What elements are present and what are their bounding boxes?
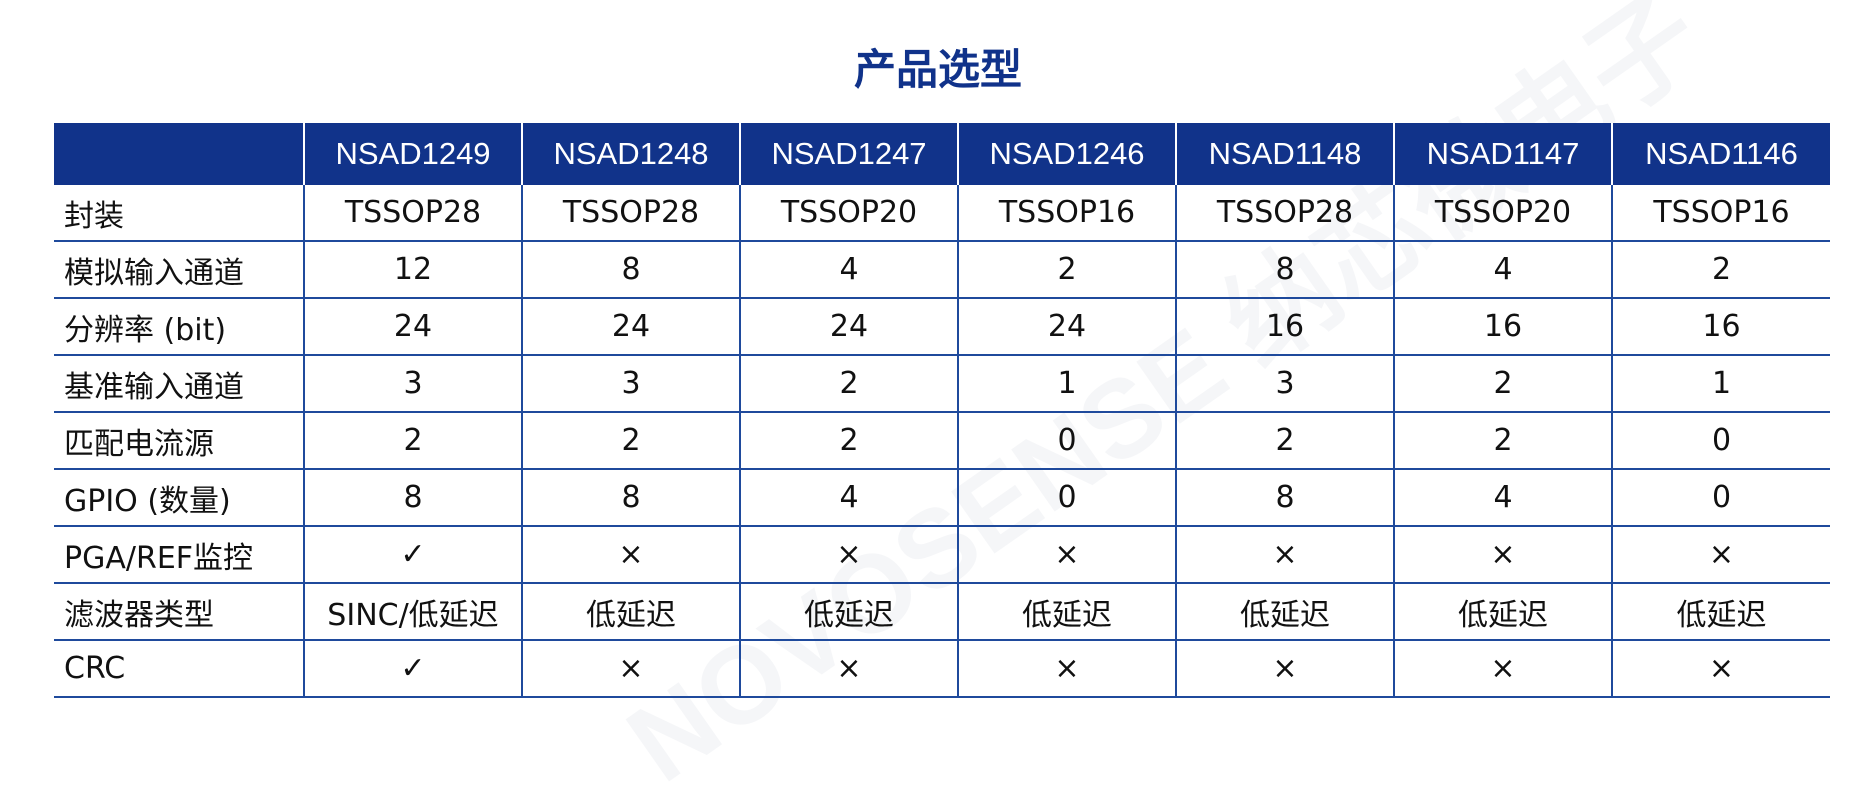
table-cell: 8 [1175,469,1395,527]
table-cell: 2 [303,412,523,470]
table-row: 封装 TSSOP28 TSSOP28 TSSOP20 TSSOP16 TSSOP28 TSS… [54,185,1830,242]
table-cell: 16 [1611,298,1830,356]
column-header: NSAD1249 [303,123,522,185]
row-label: GPIO (数量) [54,469,305,527]
table-cell: 8 [303,469,523,527]
table-cell: 8 [1175,241,1395,299]
table-cell: 2 [1175,412,1395,470]
table-cell: 1 [957,355,1177,413]
table-cell: 4 [739,241,959,299]
table-cell: 4 [1393,469,1613,527]
table-cell: 低延迟 [739,583,959,641]
table-cell: TSSOP28 [303,185,523,242]
column-header: NSAD1247 [739,123,958,185]
table-cell: 4 [739,469,959,527]
cross-icon: × [1175,526,1395,584]
table-cell: 0 [1611,469,1830,527]
table-cell: TSSOP16 [957,185,1177,242]
table-cell: 低延迟 [1175,583,1395,641]
table-cell: 低延迟 [1393,583,1613,641]
table-cell: SINC/低延迟 [303,583,523,641]
table-cell: 16 [1393,298,1613,356]
row-label: 封装 [54,185,305,242]
row-label: 分辨率 (bit) [54,298,305,356]
check-icon: ✓ [303,526,523,584]
table-cell: 24 [521,298,741,356]
table-cell: 24 [739,298,959,356]
table-cell: 24 [303,298,523,356]
cross-icon: × [957,640,1177,698]
table-cell: 低延迟 [521,583,741,641]
row-label: CRC [54,640,305,698]
row-label: 匹配电流源 [54,412,305,470]
table-header-row: NSAD1249 NSAD1248 NSAD1247 NSAD1246 NSAD1148… [54,123,1830,185]
table-cell: 2 [739,412,959,470]
table-cell: 0 [957,412,1177,470]
table-cell: TSSOP28 [1175,185,1395,242]
table-cell: TSSOP20 [739,185,959,242]
row-label: 滤波器类型 [54,583,305,641]
table-cell: 3 [303,355,523,413]
table-cell: TSSOP20 [1393,185,1613,242]
table-cell: 低延迟 [1611,583,1830,641]
header-corner-cell [54,123,304,185]
table-row: 分辨率 (bit) 24 24 24 24 16 16 16 [54,298,1830,356]
page-title: 产品选型 [853,45,1022,94]
table-cell: 1 [1611,355,1830,413]
table-row: 模拟输入通道 12 8 4 2 8 4 2 [54,241,1830,299]
product-selection-table: NSAD1249 NSAD1248 NSAD1247 NSAD1246 NSAD1148… [54,123,1830,698]
table-cell: 2 [1393,355,1613,413]
cross-icon: × [1393,526,1613,584]
column-header: NSAD1147 [1393,123,1612,185]
table-cell: TSSOP28 [521,185,741,242]
cross-icon: × [1393,640,1613,698]
table-row: 匹配电流源 2 2 2 0 2 2 0 [54,412,1830,470]
table-cell: 2 [521,412,741,470]
cross-icon: × [1175,640,1395,698]
table-cell: 8 [521,469,741,527]
table-cell: 2 [1393,412,1613,470]
table-cell: 2 [957,241,1177,299]
table-cell: 2 [1611,241,1830,299]
cross-icon: × [957,526,1177,584]
table-cell: 0 [957,469,1177,527]
table-cell: 0 [1611,412,1830,470]
table-cell: 3 [521,355,741,413]
table-cell: 12 [303,241,523,299]
table-row: GPIO (数量) 8 8 4 0 8 4 0 [54,469,1830,527]
table-cell: TSSOP16 [1611,185,1830,242]
table-cell: 8 [521,241,741,299]
cross-icon: × [739,640,959,698]
table-row: 滤波器类型 SINC/低延迟 低延迟 低延迟 低延迟 低延迟 低延迟 低延迟 [54,583,1830,641]
table-cell: 4 [1393,241,1613,299]
cross-icon: × [521,526,741,584]
check-icon: ✓ [303,640,523,698]
table-row: 基准输入通道 3 3 2 1 3 2 1 [54,355,1830,413]
column-header: NSAD1248 [521,123,740,185]
table-cell: 24 [957,298,1177,356]
row-label: 基准输入通道 [54,355,305,413]
cross-icon: × [739,526,959,584]
row-label: 模拟输入通道 [54,241,305,299]
cross-icon: × [1611,526,1830,584]
table-cell: 2 [739,355,959,413]
cross-icon: × [521,640,741,698]
table-cell: 16 [1175,298,1395,356]
column-header: NSAD1246 [957,123,1176,185]
table-cell: 低延迟 [957,583,1177,641]
table-row: CRC ✓ × × × × × × [54,640,1830,698]
table-cell: 3 [1175,355,1395,413]
cross-icon: × [1611,640,1830,698]
column-header: NSAD1146 [1611,123,1830,185]
table-row: PGA/REF监控 ✓ × × × × × × [54,526,1830,584]
column-header: NSAD1148 [1175,123,1394,185]
row-label: PGA/REF监控 [54,526,305,584]
